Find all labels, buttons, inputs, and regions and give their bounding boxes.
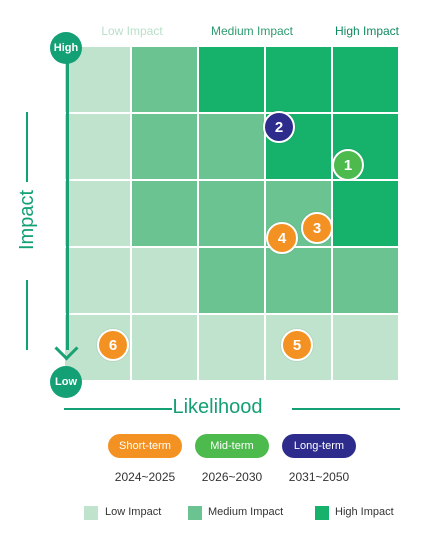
matrix-cell [65,248,130,313]
matrix-cell [199,315,264,380]
matrix-cell [132,47,197,112]
matrix-cell [333,315,398,380]
long-term-pill: Long-term [282,434,356,458]
impact-title-line-top [26,112,28,182]
risk-marker-5: 5 [281,329,313,361]
risk-marker-3: 3 [301,212,333,244]
risk-marker-6: 6 [97,329,129,361]
matrix-cell [266,47,331,112]
axis-low-cap: Low [50,366,82,398]
long-term-years: 2031~2050 [288,470,350,484]
legend-swatch-high [315,506,329,520]
legend-swatch-medium [188,506,202,520]
column-label-high: High Impact [334,24,400,38]
matrix-cell [132,114,197,179]
short-term-years: 2024~2025 [114,470,176,484]
matrix-cell [199,181,264,246]
column-label-low: Low Impact [101,24,163,38]
impact-axis-title: Impact [15,189,38,251]
matrix-cell [199,114,264,179]
likelihood-line-right [292,408,400,410]
mid-term-years: 2026~2030 [201,470,263,484]
matrix-cell [132,315,197,380]
matrix-cell [333,248,398,313]
column-label-medium: Medium Impact [210,24,294,38]
matrix-cell [199,248,264,313]
matrix-cell [266,248,331,313]
legend-label-low: Low Impact [105,506,162,518]
legend-label-high: High Impact [335,506,394,518]
matrix-cell [132,248,197,313]
mid-term-pill: Mid-term [195,434,269,458]
legend-label-medium: Medium Impact [208,506,284,518]
impact-title-line-bottom [26,280,28,350]
short-term-pill: Short-term [108,434,182,458]
matrix-cell [333,181,398,246]
risk-marker-2: 2 [263,111,295,143]
risk-marker-4: 4 [266,222,298,254]
matrix-cell [65,114,130,179]
likelihood-line-left [64,408,172,410]
risk-matrix-grid [65,47,400,382]
risk-marker-1: 1 [332,149,364,181]
impact-axis-line [66,62,69,350]
likelihood-axis-title: Likelihood [172,396,263,418]
axis-high-cap: High [50,32,82,64]
matrix-cell [65,181,130,246]
matrix-cell [333,47,398,112]
matrix-cell [132,181,197,246]
matrix-cell [199,47,264,112]
legend-swatch-low [84,506,98,520]
